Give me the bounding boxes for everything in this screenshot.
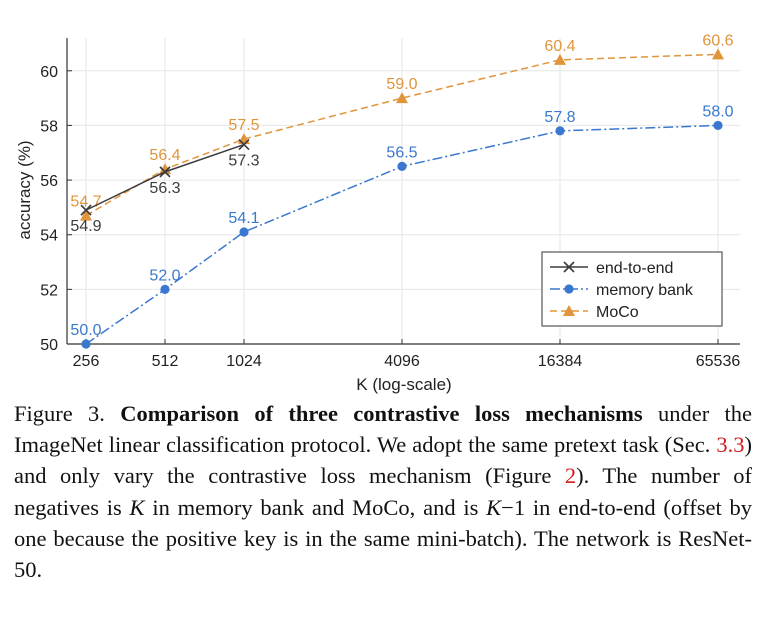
caption-text-1: under the ImageNet linear classification…: [14, 401, 753, 458]
memory-bank-line: [85, 124, 719, 345]
moco-line: [85, 53, 719, 217]
x-tick-label: 16384: [538, 353, 583, 370]
y-tick-label: 50: [40, 337, 58, 354]
end-to-end-point: [238, 138, 250, 151]
end-to-end-point: [159, 166, 171, 178]
moco-point: [396, 92, 408, 104]
math-minus-one: −1: [501, 494, 526, 520]
figure-ref-link[interactable]: 2: [564, 463, 577, 489]
memory-bank-point: [81, 339, 91, 349]
end-to-end-data-label: 54.9: [70, 218, 101, 235]
x-tick-label: 256: [73, 353, 100, 370]
y-tick-label: 52: [40, 282, 58, 299]
caption-text-5: in end-to-end (offset by one because the…: [14, 494, 753, 583]
x-tick-label: 1024: [226, 353, 262, 370]
caption-text-3: ). The number of negatives is: [14, 463, 752, 520]
series-memory-bank: 50.0 52.0 54.1 56.5 57.8 58.0: [70, 103, 734, 349]
memory-bank-point: [713, 120, 723, 131]
legend-marker-end-to-end: [563, 261, 575, 273]
y-axis-label: accuracy (%): [15, 140, 34, 239]
y-tick-label: 56: [40, 173, 58, 190]
accuracy-chart: 50 52 54 56 58 60 256 512 1024 4096 16384 65536 K …: [15, 32, 741, 394]
figure-label: Figure 3.: [14, 401, 105, 426]
memory-bank-point: [239, 227, 249, 237]
moco-data-label: 60.6: [702, 32, 733, 49]
x-axis-label: K (log-scale): [356, 375, 451, 394]
moco-data-label: 56.4: [149, 147, 180, 164]
moco-data-label: 60.4: [544, 38, 575, 55]
end-to-end-data-label: 56.3: [149, 180, 180, 197]
memory-bank-data-label: 58.0: [702, 103, 733, 120]
series-layer: 50.0 52.0 54.1 56.5 57.8 58.0 54.7 56.4 57.5 59.0…: [70, 32, 734, 349]
moco-point: [80, 209, 92, 221]
caption-text-4: in memory bank and MoCo, and is: [144, 494, 487, 520]
series-end-to-end: 54.9 56.3 57.3: [70, 138, 260, 235]
caption-title: Comparison of three contrastive loss mec…: [120, 401, 643, 426]
x-tick-label: 65536: [696, 353, 741, 370]
section-ref-link[interactable]: 3.3: [716, 432, 745, 458]
caption-text-2: ) and only vary the contrastive loss mec…: [14, 432, 752, 489]
end-to-end-data-label: 57.3: [228, 153, 259, 170]
memory-bank-data-label: 56.5: [386, 144, 417, 161]
x-tick-label: 512: [152, 353, 179, 370]
y-tick-label: 60: [40, 64, 58, 81]
legend-label-moco: MoCo: [596, 304, 639, 321]
memory-bank-data-label: 54.1: [228, 210, 259, 227]
moco-point: [712, 48, 724, 60]
memory-bank-data-label: 50.0: [70, 322, 101, 339]
moco-data-label: 57.5: [228, 117, 259, 134]
moco-point: [554, 53, 566, 65]
memory-bank-point: [555, 126, 565, 136]
grid-lines: [67, 38, 740, 345]
figure-caption: Figure 3. Comparison of three contrastiv…: [14, 398, 752, 585]
legend-label-end-to-end: end-to-end: [596, 260, 673, 277]
legend-marker-moco: [563, 305, 575, 316]
axes: [66, 38, 740, 345]
memory-bank-data-label: 57.8: [544, 109, 575, 126]
end-to-end-point: [80, 204, 92, 216]
memory-bank-data-label: 52.0: [149, 267, 180, 284]
legend-marker-memory-bank: [564, 284, 574, 294]
y-axis-ticks: 50 52 54 56 58 60: [40, 64, 72, 354]
math-k-2: K: [486, 494, 502, 520]
memory-bank-point: [160, 284, 170, 294]
y-tick-label: 58: [40, 118, 58, 135]
memory-bank-point: [397, 161, 407, 172]
moco-data-label: 54.7: [70, 194, 101, 211]
math-k-1: K: [129, 494, 145, 520]
y-tick-label: 54: [40, 228, 58, 245]
x-tick-label: 4096: [384, 353, 420, 370]
moco-data-label: 59.0: [386, 76, 417, 93]
legend-label-memory-bank: memory bank: [596, 282, 694, 299]
x-axis-ticks: 256 512 1024 4096 16384 65536: [73, 339, 741, 370]
legend: end-to-end memory bank MoCo: [541, 251, 723, 327]
